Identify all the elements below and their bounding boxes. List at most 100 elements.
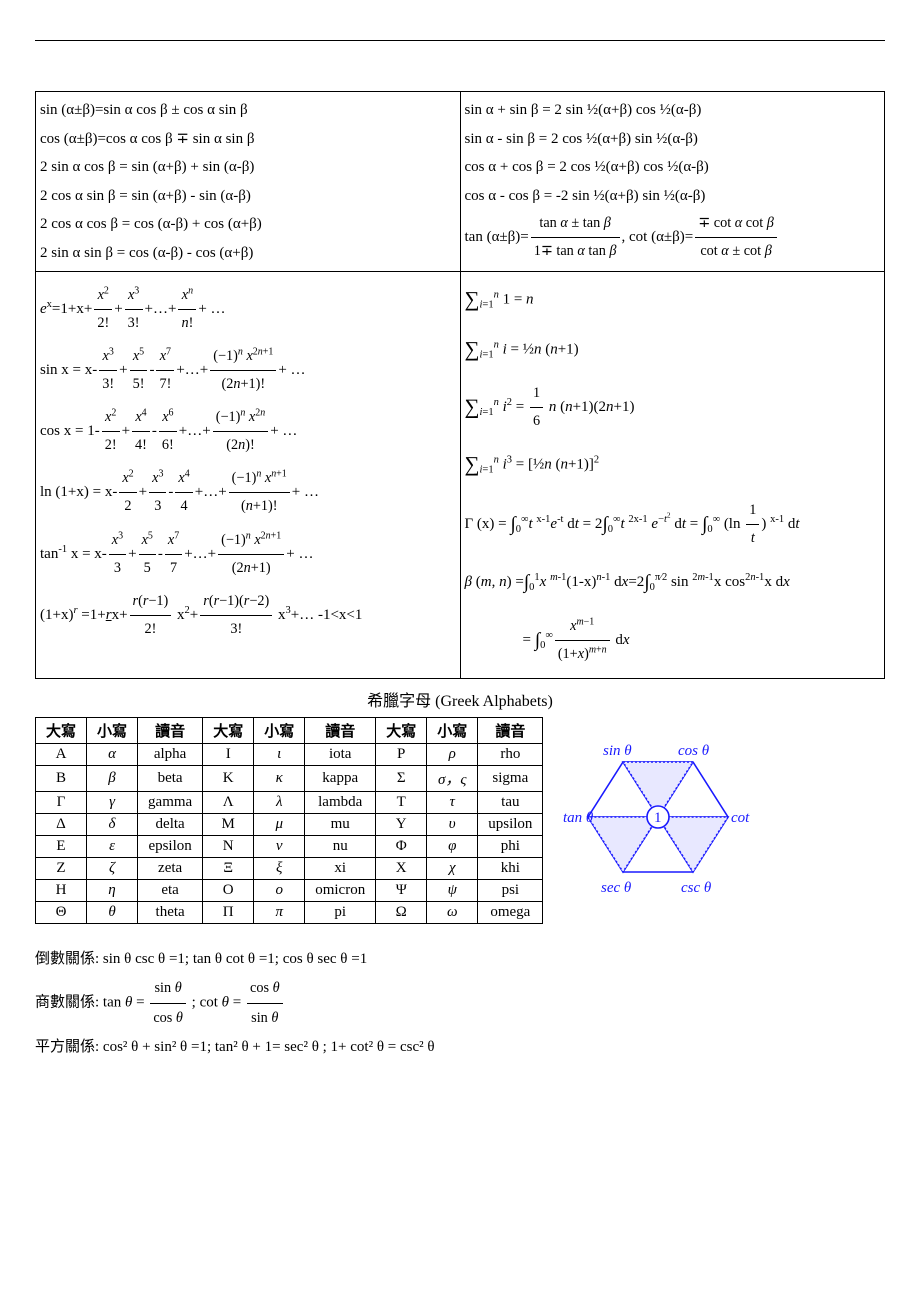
formula-line: ex=1+x+x22!+x33!+…+xnn!+ … (40, 282, 456, 337)
greek-cell: epsilon (138, 836, 203, 858)
trig-identities-left: sin (α±β)=sin α cos β ± cos α sin β cos … (36, 92, 461, 272)
greek-cell: Γ (36, 792, 87, 814)
square-relation: 平方關係: cos² θ + sin² θ =1; tan² θ + 1= se… (35, 1032, 885, 1062)
formula-line: ∑i=1n i2 = 16 n (n+1)(2n+1) (465, 380, 881, 435)
greek-cell: upsilon (478, 814, 543, 836)
greek-cell: τ (427, 792, 478, 814)
greek-cell: β (87, 766, 138, 792)
greek-cell: Α (36, 744, 87, 766)
formula-line: tan (α±β)=tan α ± tan β1∓ tan α tan β, c… (465, 210, 881, 265)
greek-cell: xi (305, 858, 376, 880)
greek-cell: nu (305, 836, 376, 858)
greek-cell: μ (254, 814, 305, 836)
greek-cell: Ξ (203, 858, 254, 880)
formula-table: sin (α±β)=sin α cos β ± cos α sin β cos … (35, 91, 885, 679)
greek-cell: υ (427, 814, 478, 836)
greek-cell: gamma (138, 792, 203, 814)
formula-line: ln (1+x) = x-x22+x33-x44+…+(−1)n xn+1(n+… (40, 465, 456, 520)
formula-line: Γ (x) = ∫0∞t x-1e-t dt = 2∫0∞t 2x-1 e−t2… (465, 497, 881, 552)
greek-cell: Ω (376, 902, 427, 924)
greek-cell: theta (138, 902, 203, 924)
hex-label: csc θ (681, 880, 712, 896)
greek-cell: Ψ (376, 880, 427, 902)
greek-cell: κ (254, 766, 305, 792)
greek-header: 小寫 (87, 718, 138, 744)
greek-cell: Π (203, 902, 254, 924)
formula-line: = ∫0∞xm−1(1+x)m+n dx (465, 613, 881, 668)
greek-cell: δ (87, 814, 138, 836)
formula-line: ∑i=1n 1 = n (465, 280, 881, 320)
greek-cell: ξ (254, 858, 305, 880)
greek-cell: ψ (427, 880, 478, 902)
formula-line: sin α - sin β = 2 cos ½(α+β) sin ½(α-β) (465, 125, 881, 154)
greek-cell: mu (305, 814, 376, 836)
hex-label: sin θ (603, 743, 632, 759)
greek-cell: Δ (36, 814, 87, 836)
greek-cell: η (87, 880, 138, 902)
formula-line: cos (α±β)=cos α cos β ∓ sin α sin β (40, 125, 456, 154)
greek-cell: Ρ (376, 744, 427, 766)
greek-cell: Κ (203, 766, 254, 792)
greek-header: 讀音 (305, 718, 376, 744)
trig-identities-right: sin α + sin β = 2 sin ½(α+β) cos ½(α-β) … (460, 92, 885, 272)
formula-line: ∑i=1n i = ½n (n+1) (465, 330, 881, 370)
greek-cell: alpha (138, 744, 203, 766)
greek-cell: Φ (376, 836, 427, 858)
relation-text: sin θ csc θ =1; tan θ cot θ =1; cos θ se… (103, 951, 367, 967)
greek-cell: Μ (203, 814, 254, 836)
greek-header: 讀音 (478, 718, 543, 744)
formula-line: cos x = 1-x22!+x44!-x66!+…+(−1)n x2n(2n)… (40, 404, 456, 459)
greek-cell: lambda (305, 792, 376, 814)
greek-cell: Ζ (36, 858, 87, 880)
relation-label: 平方關係: (35, 1039, 99, 1055)
greek-cell: psi (478, 880, 543, 902)
greek-cell: pi (305, 902, 376, 924)
hex-label: cot θ (731, 810, 753, 826)
hex-label: tan θ (563, 810, 594, 826)
greek-cell: khi (478, 858, 543, 880)
greek-cell: θ (87, 902, 138, 924)
greek-header: 小寫 (254, 718, 305, 744)
greek-cell: phi (478, 836, 543, 858)
greek-cell: α (87, 744, 138, 766)
greek-cell: beta (138, 766, 203, 792)
greek-cell: λ (254, 792, 305, 814)
greek-cell: ο (254, 880, 305, 902)
page-header-rule (35, 40, 885, 41)
reciprocal-relation: 倒數關係: sin θ csc θ =1; tan θ cot θ =1; co… (35, 944, 885, 974)
greek-cell: ι (254, 744, 305, 766)
formula-line: 2 cos α cos β = cos (α-β) + cos (α+β) (40, 210, 456, 239)
greek-cell: omicron (305, 880, 376, 902)
greek-cell: Η (36, 880, 87, 902)
greek-cell: rho (478, 744, 543, 766)
greek-cell: delta (138, 814, 203, 836)
quotient-relation: 商數關係: tan θ = sin θcos θ ; cot θ = cos θ… (35, 974, 885, 1032)
greek-title: 希臘字母 (Greek Alphabets) (35, 687, 885, 711)
greek-header: 小寫 (427, 718, 478, 744)
greek-cell: χ (427, 858, 478, 880)
greek-cell: ε (87, 836, 138, 858)
summations-gamma: ∑i=1n 1 = n ∑i=1n i = ½n (n+1) ∑i=1n i2 … (460, 272, 885, 679)
greek-cell: π (254, 902, 305, 924)
greek-cell: eta (138, 880, 203, 902)
formula-line: sin x = x-x33!+x55!-x77!+…+(−1)n x2n+1(2… (40, 343, 456, 398)
formula-line: cos α - cos β = -2 sin ½(α+β) sin ½(α-β) (465, 182, 881, 211)
formula-line: β (m, n) =∫01x m-1(1-x)n-1 dx=2∫0π∕2 sin… (465, 564, 881, 601)
hex-center: 1 (654, 810, 662, 826)
formula-line: cos α + cos β = 2 cos ½(α+β) cos ½(α-β) (465, 153, 881, 182)
greek-cell: zeta (138, 858, 203, 880)
greek-cell: Σ (376, 766, 427, 792)
formula-line: (1+x)r =1+rx+r(r−1)2! x2+r(r−1)(r−2)3! x… (40, 588, 456, 643)
greek-cell: kappa (305, 766, 376, 792)
greek-cell: Λ (203, 792, 254, 814)
formula-line: sin α + sin β = 2 sin ½(α+β) cos ½(α-β) (465, 96, 881, 125)
greek-cell: ρ (427, 744, 478, 766)
greek-cell: Τ (376, 792, 427, 814)
greek-cell: Χ (376, 858, 427, 880)
greek-cell: sigma (478, 766, 543, 792)
greek-cell: Β (36, 766, 87, 792)
greek-cell: Υ (376, 814, 427, 836)
greek-cell: ν (254, 836, 305, 858)
formula-line: sin (α±β)=sin α cos β ± cos α sin β (40, 96, 456, 125)
trig-hexagon-diagram: sin θ cos θ tan θ cot θ sec θ csc θ 1 (563, 727, 753, 907)
